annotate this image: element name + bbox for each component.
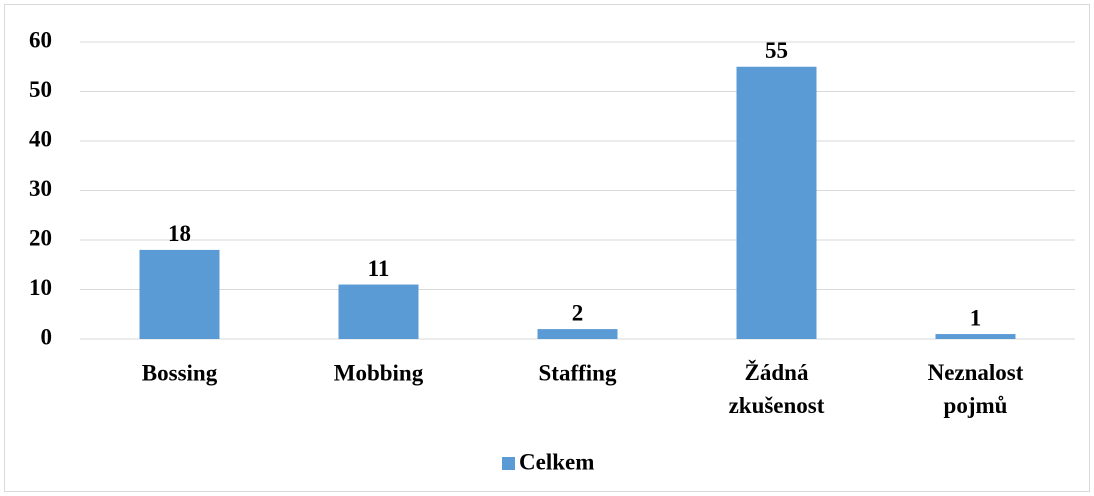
y-tick-label: 30 [29,176,52,201]
x-tick-label-line: Neznalost [928,360,1024,385]
y-tick-label: 0 [41,324,53,349]
data-label: 11 [368,256,390,281]
bar [736,66,817,339]
bar [935,334,1016,339]
x-tick-label: Neznalost pojmů [928,360,1024,418]
y-tick-label: 60 [29,27,52,52]
bar [338,284,419,339]
x-tick-label: Žádná zkušenost [729,359,825,418]
y-tick-label: 10 [29,275,52,300]
data-label: 55 [765,38,788,63]
x-tick-label: Bossing [142,360,218,385]
bar [537,329,618,339]
x-tick-label-line: Žádná [745,359,809,385]
x-tick-label-line: zkušenost [729,393,825,418]
bar [139,249,220,339]
data-label: 1 [970,305,982,330]
x-tick-label: Mobbing [334,360,424,385]
x-tick-label: Staffing [539,360,617,385]
data-label: 18 [168,221,191,246]
y-tick-label: 50 [29,77,52,102]
data-label: 2 [572,300,584,325]
y-tick-label: 40 [29,126,52,151]
y-tick-label: 20 [29,225,52,250]
chart-border [4,4,1090,492]
legend-swatch [502,457,515,470]
x-tick-label-line: pojmů [944,393,1008,418]
legend-label: Celkem [519,449,594,474]
legend-item: Celkem [502,449,594,474]
